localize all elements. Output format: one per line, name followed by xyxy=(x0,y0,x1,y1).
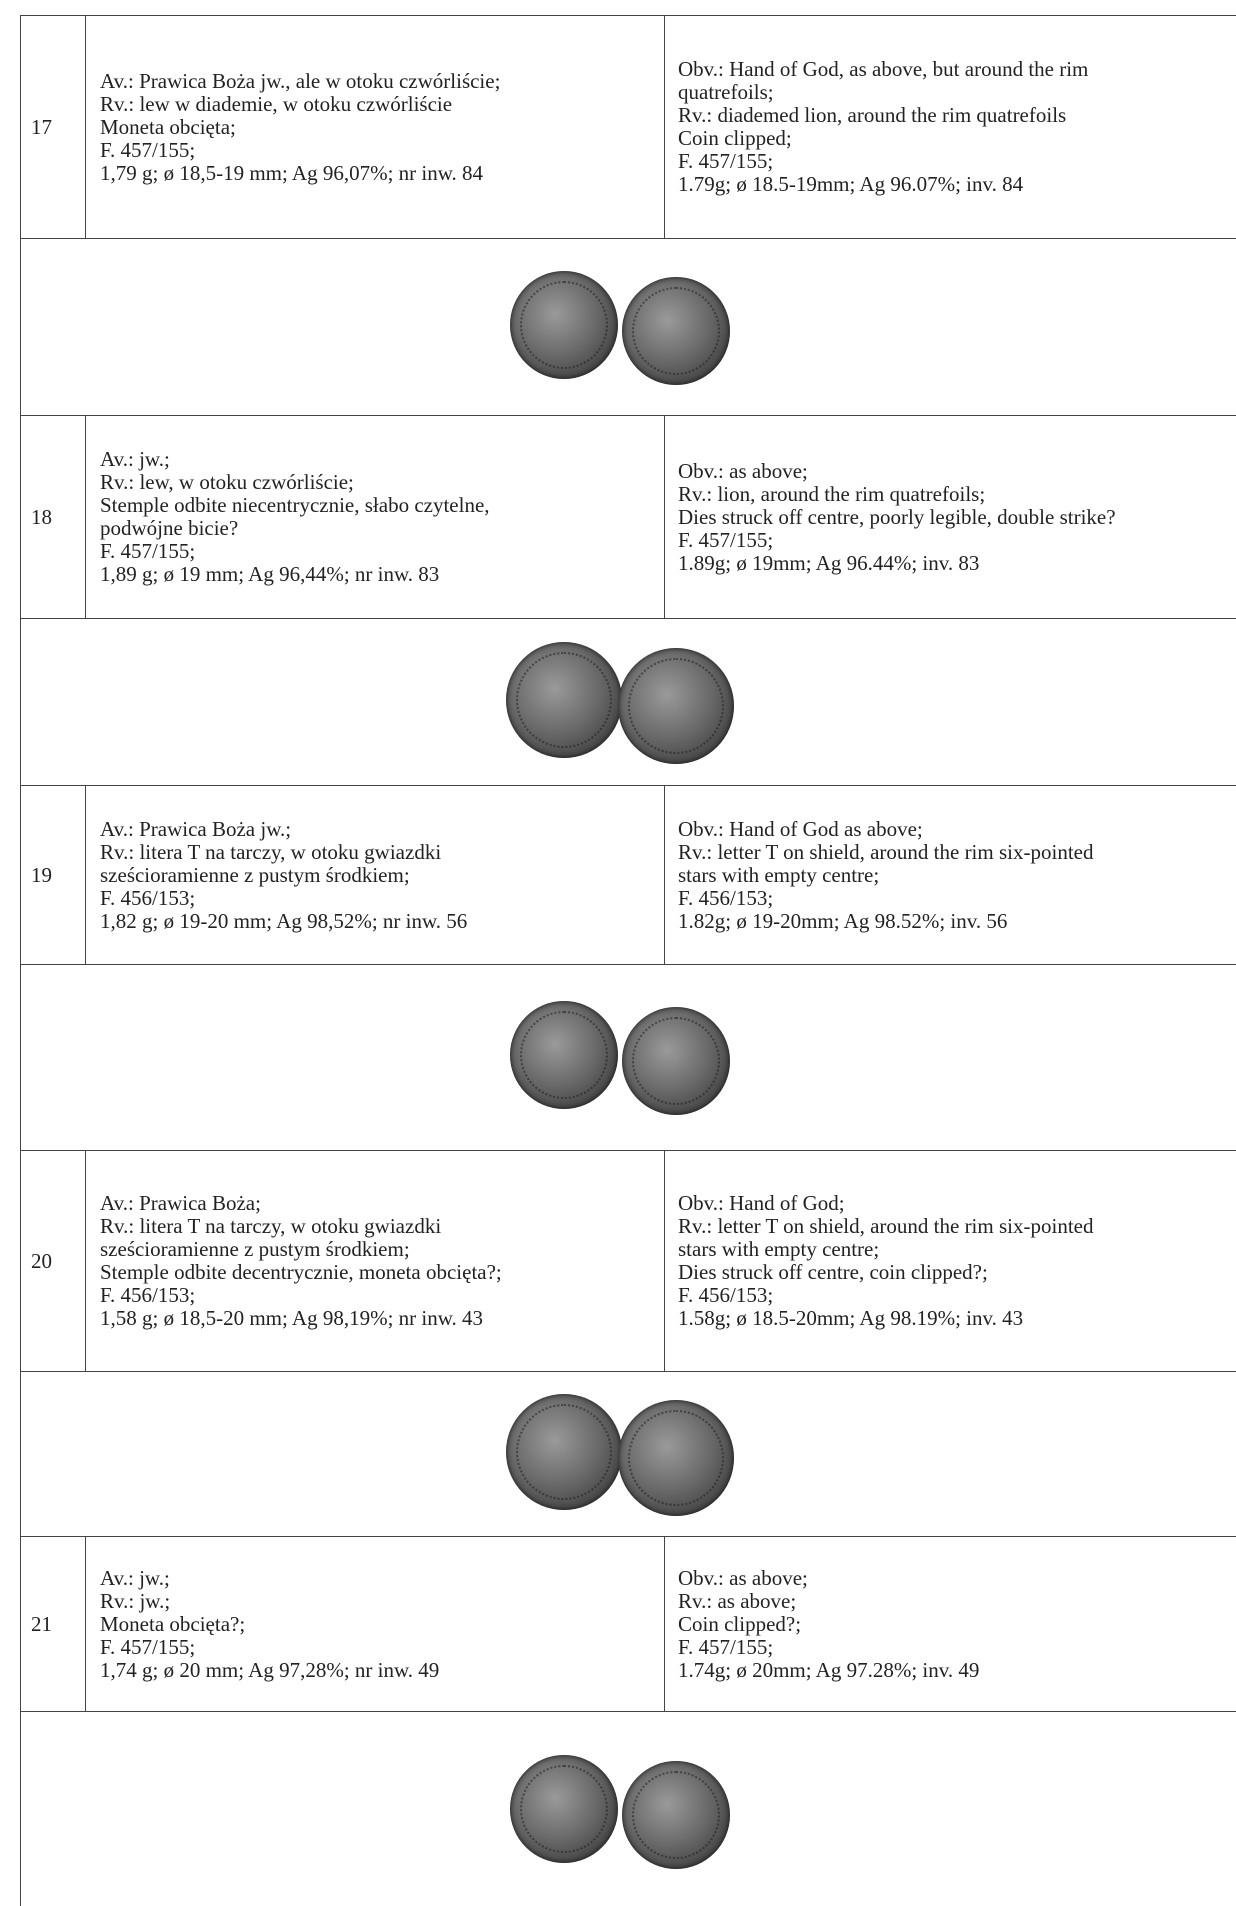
text-line: F. 456/153; xyxy=(678,885,774,910)
entry-number: 21 xyxy=(31,1611,52,1636)
text-line: Rv.: jw.; xyxy=(100,1588,171,1613)
text-line: 1,79 g; ø 18,5-19 mm; Ag 96,07%; nr inw.… xyxy=(100,160,484,185)
text-line: Rv.: lion, around the rim quatrefoils; xyxy=(678,481,986,506)
coin-photo xyxy=(506,641,622,758)
coin-photo xyxy=(622,1007,730,1115)
entry-row: 20 Av.: Prawica Boża; Rv.: litera T na tar… xyxy=(20,1150,1236,1371)
coin-photo xyxy=(618,1399,734,1516)
polish-description: Av.: jw.; Rv.: jw.; Moneta obcięta?; F. 457… xyxy=(86,1537,665,1711)
coin-photo xyxy=(510,1001,618,1109)
text-line: Av.: Prawica Boża; xyxy=(100,1191,261,1215)
entry-row: 18 Av.: jw.; Rv.: lew, w otoku czwórliście… xyxy=(20,415,1236,618)
text-line: F. 456/153; xyxy=(100,1283,196,1307)
text-line: Obv.: Hand of God as above; xyxy=(678,816,923,841)
text-line: Av.: Prawica Boża jw., ale w otoku czwór… xyxy=(100,68,501,93)
english-description: Obv.: Hand of God, as above, but around … xyxy=(665,16,1236,238)
coin-image-row xyxy=(20,618,1236,785)
text-line: Obv.: Hand of God; xyxy=(678,1191,845,1215)
text-line: Rv.: letter T on shield, around the rim … xyxy=(678,839,1094,864)
text-line: F. 457/155; xyxy=(100,1634,196,1659)
text-line: Rv.: lew, w otoku czwórliście; xyxy=(100,470,354,494)
text-line: Rv.: litera T na tarczy, w otoku gwiazdk… xyxy=(100,839,442,864)
number-cell: 21 xyxy=(21,1537,86,1711)
text-line: Av.: jw.; xyxy=(100,1565,170,1590)
entry-number: 19 xyxy=(31,862,52,887)
text-line: Obv.: as above; xyxy=(678,1565,808,1590)
text-line: 1.58g; ø 18.5-20mm; Ag 98.19%; inv. 43 xyxy=(678,1306,1024,1330)
text-line: Rv.: diademed lion, around the rim quatr… xyxy=(678,103,1067,127)
text-line: stars with empty centre; xyxy=(678,1237,880,1261)
number-cell: 18 xyxy=(21,416,86,618)
text-line: Av.: Prawica Boża jw.; xyxy=(100,816,292,841)
text-line: F. 457/155; xyxy=(678,527,774,552)
text-line: 1,89 g; ø 19 mm; Ag 96,44%; nr inw. 83 xyxy=(100,562,440,586)
coin-image-row xyxy=(20,1371,1236,1536)
text-line: F. 457/155; xyxy=(678,149,774,173)
coin-photo xyxy=(622,1761,730,1869)
text-line: Dies struck off centre, poorly legible, … xyxy=(678,504,1116,529)
text-line: sześcioramienne z pustym środkiem; xyxy=(100,862,410,887)
text-line: 1.74g; ø 20mm; Ag 97.28%; inv. 49 xyxy=(678,1657,980,1682)
coin-image-row xyxy=(20,964,1236,1150)
coin-image-row xyxy=(20,1711,1236,1906)
text-line: 1,82 g; ø 19-20 mm; Ag 98,52%; nr inw. 5… xyxy=(100,908,468,933)
english-description: Obv.: Hand of God as above; Rv.: letter T… xyxy=(665,786,1236,964)
text-line: Obv.: Hand of God, as above, but around … xyxy=(678,57,1089,81)
coin-photo xyxy=(622,276,730,385)
entry-number: 20 xyxy=(31,1248,52,1273)
text-line: Moneta obcięta?; xyxy=(100,1611,246,1636)
text-line: 1,74 g; ø 20 mm; Ag 97,28%; nr inw. 49 xyxy=(100,1657,440,1682)
text-line: sześcioramienne z pustym środkiem; xyxy=(100,1237,410,1261)
entry-number: 18 xyxy=(31,504,52,529)
text-line: Moneta obcięta; xyxy=(100,114,236,139)
polish-description: Av.: Prawica Boża jw., ale w otoku czwór… xyxy=(86,16,665,238)
coin-photo xyxy=(506,1393,622,1510)
text-line: quatrefoils; xyxy=(678,80,774,104)
number-cell: 17 xyxy=(21,16,86,238)
text-line: F. 456/153; xyxy=(100,885,196,910)
text-line: Rv.: letter T on shield, around the rim … xyxy=(678,1214,1094,1238)
text-line: Obv.: as above; xyxy=(678,458,808,483)
text-line: podwójne bicie? xyxy=(100,516,239,540)
entry-row: 21 Av.: jw.; Rv.: jw.; Moneta obcięta?; F. 4… xyxy=(20,1536,1236,1711)
english-description: Obv.: Hand of God; Rv.: letter T on shiel… xyxy=(665,1151,1236,1371)
coin-image-row xyxy=(20,238,1236,415)
english-description: Obv.: as above; Rv.: lion, around the rim… xyxy=(665,416,1236,618)
text-line: Av.: jw.; xyxy=(100,447,170,471)
text-line: stars with empty centre; xyxy=(678,862,880,887)
text-line: 1.82g; ø 19-20mm; Ag 98.52%; inv. 56 xyxy=(678,908,1008,933)
text-line: F. 457/155; xyxy=(100,539,196,563)
entry-row: 19 Av.: Prawica Boża jw.; Rv.: litera T na… xyxy=(20,785,1236,964)
entry-row: 17 Av.: Prawica Boża jw., ale w otoku czw… xyxy=(20,15,1236,238)
entry-number: 17 xyxy=(31,114,52,139)
text-line: F. 457/155; xyxy=(678,1634,774,1659)
coin-photo xyxy=(510,270,618,379)
text-line: Rv.: lew w diademie, w otoku czwórliście xyxy=(100,91,453,116)
polish-description: Av.: jw.; Rv.: lew, w otoku czwórliście; S… xyxy=(86,416,665,618)
text-line: Coin clipped?; xyxy=(678,1611,802,1636)
polish-description: Av.: Prawica Boża; Rv.: litera T na tarcz… xyxy=(86,1151,665,1371)
text-line: F. 456/153; xyxy=(678,1283,774,1307)
text-line: Rv.: as above; xyxy=(678,1588,797,1613)
text-line: Stemple odbite decentrycznie, moneta obc… xyxy=(100,1260,502,1284)
text-line: F. 457/155; xyxy=(100,137,196,162)
text-line: Rv.: litera T na tarczy, w otoku gwiazdk… xyxy=(100,1214,442,1238)
text-line: Coin clipped; xyxy=(678,126,792,150)
text-line: 1,58 g; ø 18,5-20 mm; Ag 98,19%; nr inw.… xyxy=(100,1306,484,1330)
coin-photo xyxy=(510,1755,618,1863)
polish-description: Av.: Prawica Boża jw.; Rv.: litera T na t… xyxy=(86,786,665,964)
text-line: Dies struck off centre, coin clipped?; xyxy=(678,1260,988,1284)
english-description: Obv.: as above; Rv.: as above; Coin clippe… xyxy=(665,1537,1236,1711)
text-line: 1.79g; ø 18.5-19mm; Ag 96.07%; inv. 84 xyxy=(678,172,1024,196)
coin-photo xyxy=(618,647,734,764)
number-cell: 20 xyxy=(21,1151,86,1371)
text-line: 1.89g; ø 19mm; Ag 96.44%; inv. 83 xyxy=(678,550,980,575)
number-cell: 19 xyxy=(21,786,86,964)
text-line: Stemple odbite niecentrycznie, słabo czy… xyxy=(100,493,490,517)
